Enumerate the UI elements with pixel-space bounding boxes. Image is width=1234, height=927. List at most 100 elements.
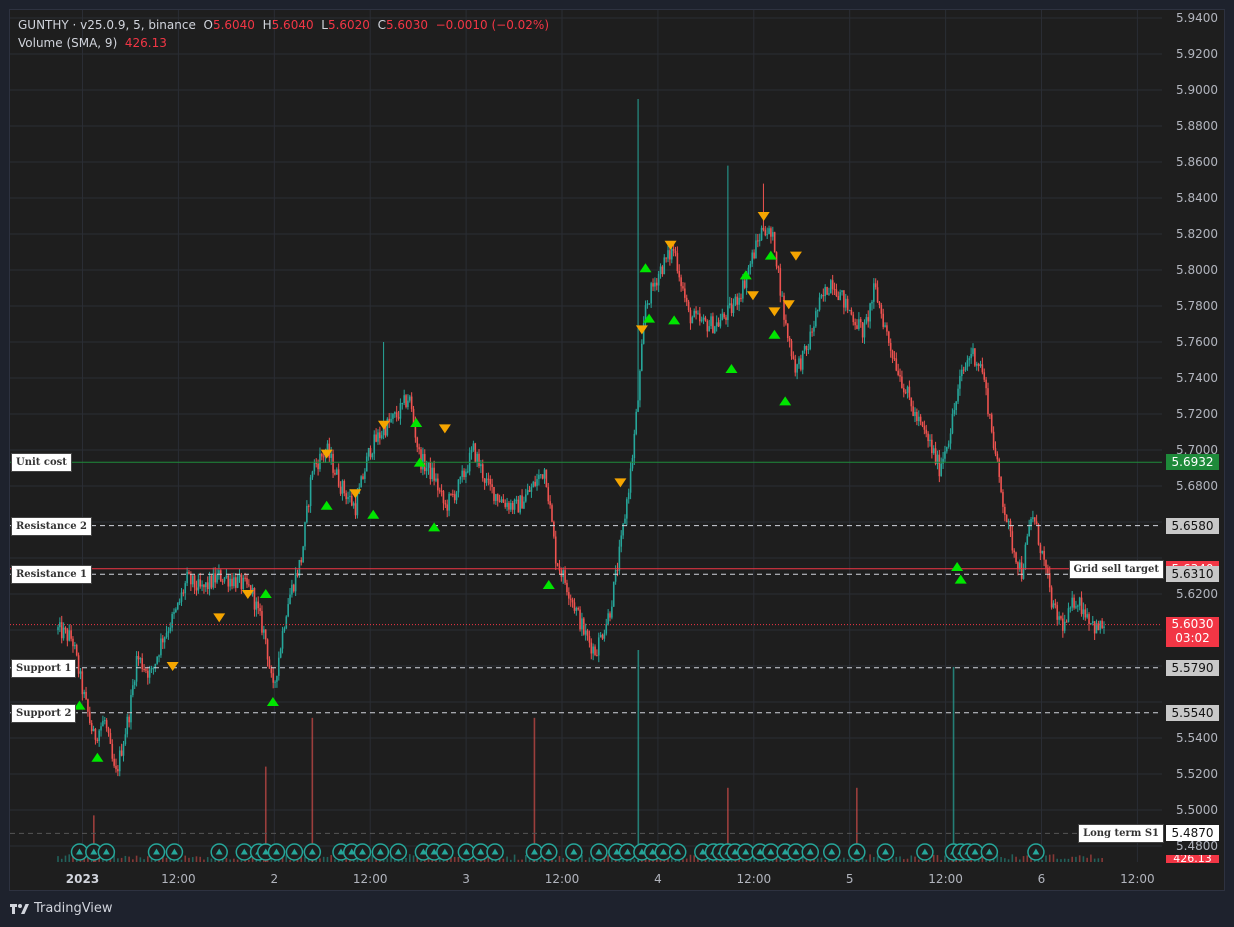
- tradingview-footer[interactable]: TradingView: [10, 901, 113, 916]
- candle-body: [169, 627, 172, 632]
- candle-body: [524, 494, 527, 502]
- volume-bar: [1086, 857, 1088, 862]
- candle-body: [940, 463, 943, 477]
- volume-bar: [427, 856, 430, 862]
- candle-body: [118, 750, 121, 772]
- volume-bar: [510, 859, 512, 862]
- volume-marker-layer: [70, 843, 1045, 861]
- level-tag: Support 2: [11, 703, 77, 723]
- candle-body: [626, 499, 628, 519]
- candle-body: [538, 474, 540, 480]
- candle-body: [740, 297, 742, 299]
- volume-marker-glyph: [806, 848, 814, 855]
- candle-body: [612, 581, 615, 607]
- candle-body: [111, 743, 114, 759]
- tradingview-logo-icon: [10, 903, 29, 914]
- price-tick-label: 5.8800: [1176, 119, 1218, 133]
- candle-body: [452, 493, 454, 495]
- candle-body: [1063, 621, 1066, 631]
- candle-body: [412, 408, 415, 424]
- volume-bar: [633, 859, 636, 862]
- price-tick-label: 5.5400: [1176, 731, 1218, 745]
- candle-body: [382, 426, 385, 436]
- candle-layer: [57, 99, 1105, 777]
- candle-body: [987, 388, 989, 415]
- volume-bar: [753, 855, 755, 862]
- volume-label[interactable]: Volume (SMA, 9): [18, 36, 118, 50]
- volume-bar: [450, 855, 452, 862]
- level-price-badge: 5.6310: [1166, 566, 1219, 583]
- volume-bar: [128, 856, 130, 862]
- candle-body: [869, 303, 871, 322]
- candle-body: [882, 313, 884, 327]
- volume-marker-glyph: [262, 848, 270, 855]
- candle-body: [143, 668, 145, 670]
- volume-bar: [899, 856, 901, 862]
- candle-body: [1018, 562, 1021, 570]
- candle-body: [1000, 476, 1002, 493]
- candle-body: [62, 627, 65, 639]
- candle-body: [130, 695, 132, 723]
- candle-body: [513, 499, 516, 510]
- candle-body: [77, 655, 80, 674]
- candle-body: [878, 302, 881, 305]
- candle-body: [483, 478, 486, 483]
- candle-body: [597, 637, 600, 656]
- volume-bar: [270, 857, 273, 862]
- candle-body: [504, 502, 507, 507]
- candle-body: [757, 240, 759, 242]
- candle-body: [68, 630, 71, 641]
- candle-body: [796, 364, 798, 373]
- candle-body: [974, 348, 976, 366]
- sell-marker: [241, 590, 254, 599]
- candle-body: [418, 447, 420, 450]
- candle-body: [1067, 608, 1070, 623]
- candle-body: [678, 271, 681, 278]
- candle-body: [1080, 597, 1083, 615]
- volume-bar: [547, 859, 550, 862]
- candle-body: [311, 471, 314, 478]
- candle-body: [72, 638, 74, 647]
- candle-body: [861, 322, 864, 338]
- candle-body: [1033, 517, 1036, 522]
- volume-bar: [334, 859, 336, 862]
- candle-body: [249, 585, 252, 595]
- grid-layer: [10, 10, 1162, 862]
- candle-body: [1028, 526, 1030, 537]
- candle-body: [1069, 607, 1072, 609]
- volume-bar: [910, 855, 913, 862]
- candle-body: [983, 372, 986, 380]
- candle-body: [176, 602, 179, 610]
- volume-bar: [577, 859, 579, 862]
- volume-bar: [83, 858, 85, 862]
- candle-body: [481, 464, 484, 479]
- candle-body: [64, 627, 67, 630]
- sell-marker: [320, 449, 333, 459]
- candle-body: [304, 522, 306, 547]
- candle-body: [919, 416, 922, 422]
- candle-body: [659, 266, 662, 274]
- candle-body: [83, 691, 85, 695]
- candle-body: [244, 577, 246, 579]
- volume-marker-glyph: [828, 848, 836, 855]
- candle-body: [526, 490, 529, 495]
- volume-marker-glyph: [921, 848, 929, 855]
- level-tag: Unit cost: [11, 453, 72, 473]
- candle-body: [669, 250, 671, 260]
- volume-spike: [952, 666, 955, 862]
- candle-body: [343, 480, 346, 494]
- candle-body: [453, 494, 456, 501]
- candle-body: [150, 668, 153, 670]
- price-tick-label: 5.6800: [1176, 479, 1218, 493]
- candle-body: [356, 493, 359, 516]
- candle-body: [399, 403, 402, 419]
- volume-bar: [180, 859, 183, 862]
- candle-body: [1052, 603, 1055, 608]
- symbol-label[interactable]: GUNTHY · v25.0.9, 5, binance: [18, 18, 196, 32]
- volume-bar: [251, 857, 254, 862]
- candle-body: [743, 280, 746, 288]
- candle-body: [287, 604, 289, 617]
- candle-body: [942, 458, 944, 464]
- candle-body: [931, 439, 933, 454]
